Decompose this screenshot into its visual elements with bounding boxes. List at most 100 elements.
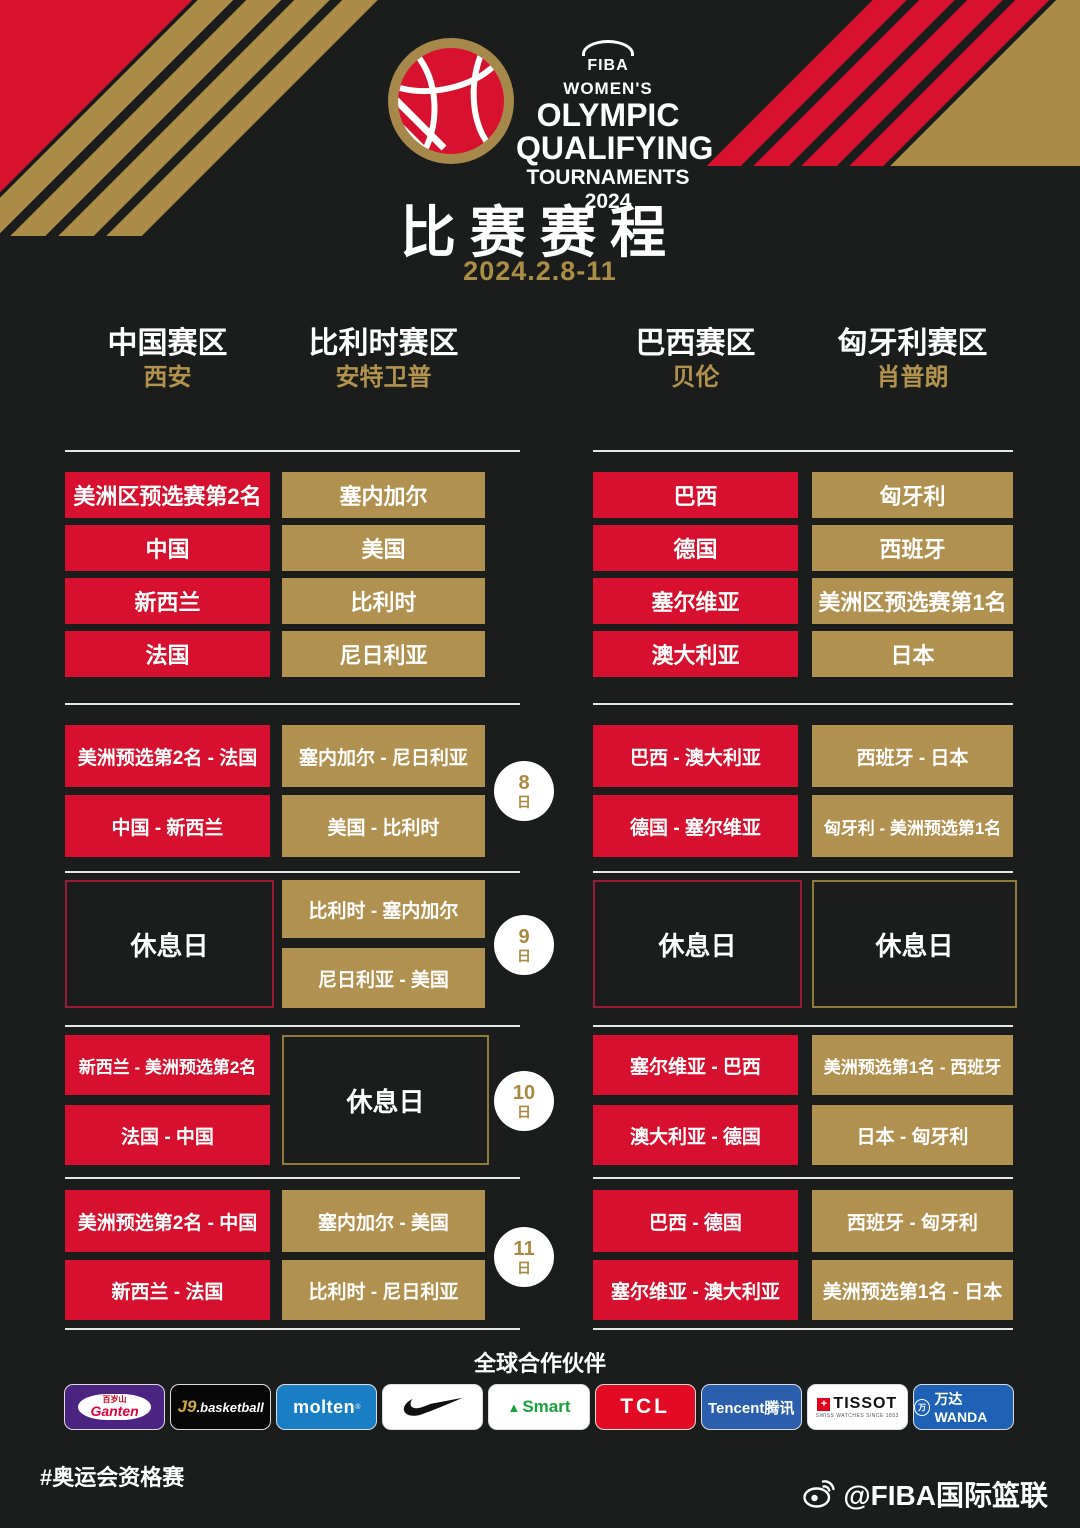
- zone-city-belem: 贝伦: [671, 364, 720, 391]
- team-box: 比利时: [282, 578, 485, 624]
- wanda-wordmark: 万达WANDA: [934, 1391, 988, 1425]
- team-box: 美洲区预选赛第2名: [65, 472, 270, 518]
- match-box: 新西兰 - 法国: [65, 1260, 270, 1320]
- tissot-logo: + TISSOT SWISS WATCHES SINCE 1853: [806, 1384, 908, 1430]
- match-box: 巴西 - 德国: [593, 1190, 798, 1252]
- fiba-label: FIBA: [587, 57, 629, 74]
- tencent-logo: Tencent腾讯: [700, 1384, 802, 1430]
- zone-name-china: 中国赛区: [107, 327, 228, 360]
- wanda-emblem-icon: 万: [913, 1398, 931, 1416]
- corner-stripes-top-left: [0, 0, 400, 236]
- event-wordmark: FIBA WOMEN'S OLYMPIC QUALIFYING TOURNAME…: [516, 40, 713, 214]
- team-box: 巴西: [593, 472, 798, 518]
- zone-name-belgium: 比利时赛区: [308, 327, 459, 360]
- match-box: 塞尔维亚 - 巴西: [593, 1035, 798, 1095]
- day-marker-8: 8 日: [494, 761, 554, 821]
- day-number: 8: [518, 772, 530, 794]
- event-dates: 2024.2.8-11: [463, 256, 617, 286]
- team-box: 美洲区预选赛第1名: [812, 578, 1013, 624]
- divider: [65, 703, 520, 705]
- match-box: 匈牙利 - 美洲预选第1名: [812, 795, 1013, 857]
- day-number: 10: [512, 1082, 536, 1104]
- page-title: 比赛赛程: [400, 201, 680, 264]
- zone-city-antwerp: 安特卫普: [335, 364, 432, 391]
- ganten-wordmark: Ganten: [90, 1403, 139, 1419]
- j9-suffix: .basketball: [196, 1399, 264, 1415]
- smart-leaf-icon: ▲: [507, 1399, 521, 1415]
- divider: [65, 871, 520, 873]
- rest-day-box: 休息日: [812, 880, 1017, 1008]
- day-marker-11: 11 日: [494, 1227, 554, 1287]
- corner-stripes-top-right: [680, 0, 1080, 166]
- tcl-logo: TCL: [594, 1384, 696, 1430]
- match-box: 比利时 - 尼日利亚: [282, 1260, 485, 1320]
- weibo-handle: @FIBA国际篮联: [802, 1474, 1048, 1514]
- match-box: 美洲预选第2名 - 中国: [65, 1190, 270, 1252]
- tournaments-label: TOURNAMENTS 2024: [526, 166, 690, 214]
- team-box: 德国: [593, 525, 798, 571]
- tencent-wordmark: Tencent腾讯: [708, 1399, 795, 1417]
- day-marker-9: 9 日: [494, 915, 554, 975]
- match-box: 日本 - 匈牙利: [812, 1105, 1013, 1165]
- nike-swoosh-icon: [403, 1397, 463, 1416]
- team-box: 塞内加尔: [282, 472, 485, 518]
- molten-logo: molten ®: [276, 1384, 378, 1430]
- day-unit: 日: [517, 1260, 531, 1276]
- tissot-plus-icon: +: [817, 1397, 831, 1411]
- zone-city-xian: 西安: [143, 364, 192, 391]
- match-box: 塞内加尔 - 美国: [282, 1190, 485, 1252]
- team-box: 法国: [65, 631, 270, 677]
- tcl-wordmark: TCL: [620, 1395, 671, 1418]
- team-box: 美国: [282, 525, 485, 571]
- smart-logo: ▲ Smart: [488, 1384, 590, 1430]
- match-box: 德国 - 塞尔维亚: [593, 795, 798, 857]
- divider: [593, 450, 1013, 452]
- match-box: 尼日利亚 - 美国: [282, 948, 485, 1008]
- match-box: 美国 - 比利时: [282, 795, 485, 857]
- match-box: 美洲预选第2名 - 法国: [65, 725, 270, 787]
- match-box: 新西兰 - 美洲预选第2名: [65, 1035, 270, 1095]
- day-marker-10: 10 日: [494, 1071, 554, 1131]
- partners-heading: 全球合作伙伴: [473, 1351, 606, 1376]
- team-box: 西班牙: [812, 525, 1013, 571]
- fiba-arc-icon: [582, 40, 634, 56]
- divider: [593, 871, 1013, 873]
- zone-name-hungary: 匈牙利赛区: [837, 327, 988, 360]
- match-box: 西班牙 - 日本: [812, 725, 1013, 787]
- team-box: 匈牙利: [812, 472, 1013, 518]
- weibo-handle-text: @FIBA国际篮联: [843, 1480, 1048, 1511]
- match-box: 比利时 - 塞内加尔: [282, 880, 485, 938]
- divider: [593, 1328, 1013, 1330]
- ganten-oval: 百岁山 Ganten: [78, 1394, 151, 1420]
- day-number: 11: [513, 1238, 535, 1260]
- hashtag-label: #奥运会资格赛: [40, 1465, 185, 1490]
- womens-label: WOMEN'S: [563, 79, 653, 98]
- team-box: 澳大利亚: [593, 631, 798, 677]
- divider: [593, 1025, 1013, 1027]
- divider: [65, 450, 520, 452]
- day-unit: 日: [517, 794, 531, 810]
- match-box: 澳大利亚 - 德国: [593, 1105, 798, 1165]
- fiba-basketball-logo-icon: [388, 38, 514, 164]
- zone-city-sopron: 肖普朗: [876, 364, 949, 391]
- match-box: 塞尔维亚 - 澳大利亚: [593, 1260, 798, 1320]
- nike-logo: [382, 1384, 484, 1430]
- rest-day-box: 休息日: [593, 880, 802, 1008]
- tissot-tagline: SWISS WATCHES SINCE 1853: [815, 1413, 899, 1419]
- match-box: 法国 - 中国: [65, 1105, 270, 1165]
- team-box: 日本: [812, 631, 1013, 677]
- match-box: 巴西 - 澳大利亚: [593, 725, 798, 787]
- ganten-logo: 百岁山 Ganten: [64, 1384, 166, 1430]
- rest-day-box: 休息日: [282, 1035, 489, 1165]
- divider: [65, 1177, 520, 1179]
- tissot-lockup: + TISSOT SWISS WATCHES SINCE 1853: [816, 1395, 899, 1419]
- team-box: 尼日利亚: [282, 631, 485, 677]
- day-unit: 日: [517, 1104, 531, 1120]
- zone-name-brazil: 巴西赛区: [635, 327, 756, 360]
- divider: [593, 703, 1013, 705]
- day-number: 9: [518, 926, 530, 948]
- team-box: 塞尔维亚: [593, 578, 798, 624]
- molten-wordmark: molten: [293, 1396, 356, 1417]
- tissot-wordmark: TISSOT: [833, 1395, 898, 1412]
